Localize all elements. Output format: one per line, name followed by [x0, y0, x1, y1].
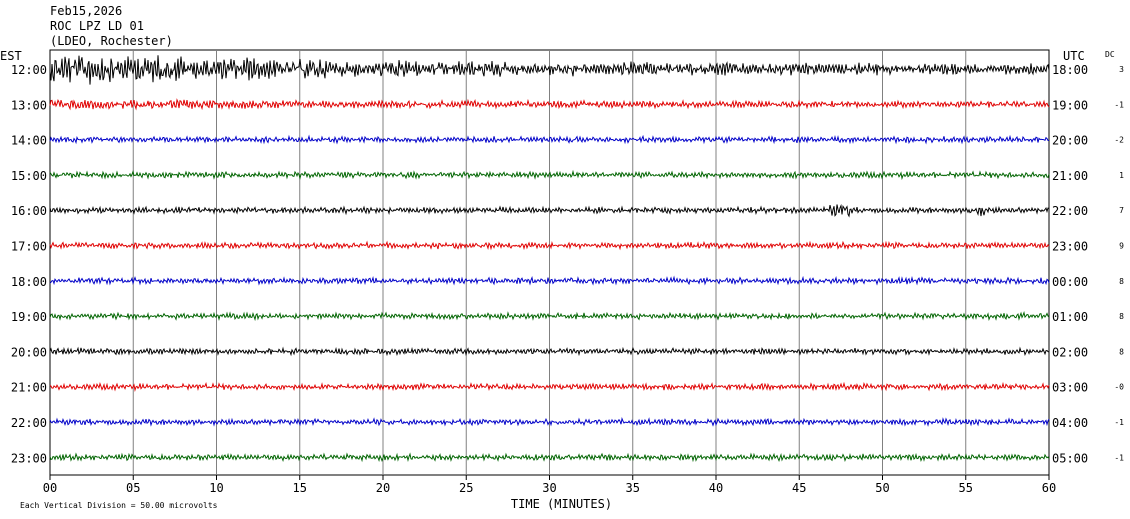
x-tick-label: 50	[875, 481, 889, 495]
utc-hour-label: 02:00	[1052, 345, 1088, 359]
dc-offset-value: -1	[1114, 453, 1124, 462]
plot-date: Feb15,2026	[50, 4, 123, 18]
x-tick-label: 30	[542, 481, 556, 495]
x-axis-ticks: 00 05 10 15 20 25 30 35 40 45 50 55 60	[43, 475, 1056, 495]
est-hour-label: 14:00	[11, 134, 47, 148]
seismic-trace-row	[49, 346, 1050, 357]
dc-offset-value: -0	[1114, 383, 1124, 392]
est-hour-label: 18:00	[11, 275, 47, 289]
utc-hour-label: 19:00	[1052, 98, 1088, 112]
station-network: (LDEO, Rochester)	[50, 34, 173, 48]
dc-offset-value: 8	[1119, 347, 1124, 356]
x-tick-label: 15	[293, 481, 307, 495]
est-hour-label: 17:00	[11, 240, 47, 254]
grid-lines	[49, 49, 1050, 476]
dc-offset-value: 8	[1119, 277, 1124, 286]
utc-hour-label: 04:00	[1052, 416, 1088, 430]
utc-zone-label: UTC	[1063, 49, 1085, 63]
seismic-trace-row	[49, 452, 1050, 463]
axis-labels: TIME (MINUTES) EST UTC DC Each Vertical Divi…	[0, 49, 1124, 511]
seismic-trace-row	[49, 240, 1050, 251]
x-tick-label: 40	[709, 481, 723, 495]
utc-hour-label: 03:00	[1052, 381, 1088, 395]
dc-offset-value: 3	[1119, 65, 1124, 74]
est-hour-label: 23:00	[11, 451, 47, 465]
x-tick-label: 20	[376, 481, 390, 495]
seismic-trace-row	[49, 134, 1050, 145]
est-hour-label: 16:00	[11, 204, 47, 218]
dc-offset-value: -1	[1114, 418, 1124, 427]
seismic-trace-row	[49, 98, 1050, 111]
dc-column-header: DC	[1105, 50, 1115, 59]
utc-hour-label: 00:00	[1052, 275, 1088, 289]
est-hour-label: 13:00	[11, 98, 47, 112]
est-hour-label: 21:00	[11, 381, 47, 395]
x-tick-label: 35	[626, 481, 640, 495]
dc-offset-value: -1	[1114, 100, 1124, 109]
dc-offset-value: -2	[1114, 136, 1124, 145]
seismic-trace-row	[49, 381, 1050, 392]
dc-offset-value: 8	[1119, 312, 1124, 321]
utc-hour-label: 23:00	[1052, 240, 1088, 254]
x-tick-label: 00	[43, 481, 57, 495]
est-hour-label: 15:00	[11, 169, 47, 183]
dc-offset-value: 1	[1119, 171, 1124, 180]
x-tick-label: 25	[459, 481, 473, 495]
est-hour-label: 12:00	[11, 63, 47, 77]
utc-hour-label: 21:00	[1052, 169, 1088, 183]
station-code: ROC LPZ LD 01	[50, 19, 144, 33]
seismic-trace-row	[49, 275, 1050, 286]
utc-hour-label: 18:00	[1052, 63, 1088, 77]
dc-offset-value: 7	[1119, 206, 1124, 215]
x-tick-label: 45	[792, 481, 806, 495]
utc-hour-label: 01:00	[1052, 310, 1088, 324]
est-hour-label: 22:00	[11, 416, 47, 430]
seismic-trace-row	[49, 310, 1050, 322]
utc-hour-label: 20:00	[1052, 134, 1088, 148]
est-zone-label: EST	[0, 49, 22, 63]
x-axis-label: TIME (MINUTES)	[511, 497, 612, 511]
seismic-trace-row	[49, 55, 1050, 85]
x-tick-label: 60	[1042, 481, 1056, 495]
x-tick-label: 05	[126, 481, 140, 495]
est-hour-label: 19:00	[11, 310, 47, 324]
est-hour-label: 20:00	[11, 345, 47, 359]
scale-footnote: Each Vertical Division = 50.00 microvolt…	[20, 501, 218, 510]
x-tick-label: 55	[959, 481, 973, 495]
dc-offset-value: 9	[1119, 242, 1124, 251]
seismic-trace-row	[49, 169, 1050, 181]
seismic-trace-row	[49, 416, 1050, 427]
utc-hour-label: 05:00	[1052, 451, 1088, 465]
x-tick-label: 10	[209, 481, 223, 495]
seismic-trace-row	[49, 203, 1050, 218]
utc-hour-label: 22:00	[1052, 204, 1088, 218]
seismic-traces	[49, 55, 1050, 463]
